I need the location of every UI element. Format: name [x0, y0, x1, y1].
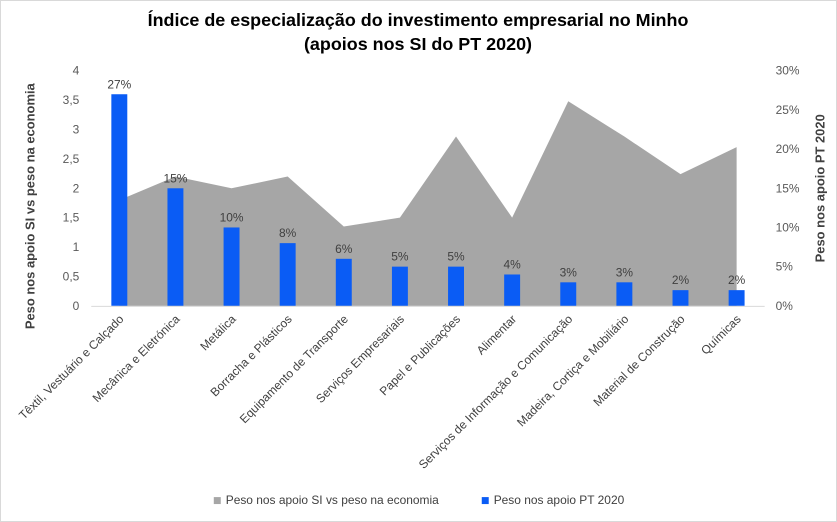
bar [616, 282, 633, 306]
bar-data-label: 3% [616, 265, 634, 279]
plot-area: 27% 15% 10% 8% 6% 5% 5% 4% 3% 3% 2% 2% [91, 77, 765, 307]
left-tick-label: 1 [73, 240, 80, 254]
left-tick-label: 3 [73, 122, 80, 136]
bar [223, 227, 240, 306]
bar [728, 290, 745, 306]
bar [111, 94, 128, 306]
bar [335, 258, 352, 306]
category-label: Alimentar [474, 312, 520, 358]
left-tick-label: 2,5 [63, 152, 80, 166]
right-tick-label: 0% [776, 299, 794, 313]
bar-data-label: 4% [504, 258, 522, 272]
category-label: Equipamento de Transporte [237, 312, 351, 426]
bar-data-label: 5% [447, 250, 465, 264]
category-label: Metálica [197, 312, 239, 354]
right-tick-label: 5% [776, 260, 794, 274]
chart-title-line2: (apoios nos SI do PT 2020) [304, 34, 532, 54]
bar-data-label: 27% [107, 77, 131, 91]
bar [167, 188, 184, 306]
legend: Peso nos apoio SI vs peso na economia Pe… [213, 493, 625, 507]
left-axis: 0 0,5 1 1,5 2 2,5 3 3,5 4 [63, 64, 80, 313]
right-tick-label: 20% [776, 142, 800, 156]
right-tick-label: 15% [776, 181, 800, 195]
bar [560, 282, 577, 306]
bar-data-label: 5% [391, 250, 409, 264]
category-label: Madeira, Cortiça e Mobiliário [514, 312, 632, 430]
area-series [119, 101, 737, 306]
bar-data-label: 3% [560, 265, 578, 279]
bar [279, 243, 296, 306]
left-tick-label: 0,5 [63, 269, 80, 283]
bar [672, 290, 689, 306]
left-tick-label: 0 [73, 299, 80, 313]
left-tick-label: 4 [73, 64, 80, 78]
right-axis: 0% 5% 10% 15% 20% 25% 30% [776, 64, 800, 313]
category-label: Material de Construção [590, 312, 687, 409]
legend-swatch-bar [481, 497, 489, 505]
left-tick-label: 3,5 [63, 93, 80, 107]
bar-data-label: 10% [220, 210, 244, 224]
category-label: Químicas [698, 312, 744, 358]
legend-label-bar: Peso nos apoio PT 2020 [494, 493, 625, 507]
left-tick-label: 1,5 [63, 211, 80, 225]
bar-data-label: 2% [728, 273, 746, 287]
chart-title-line1: Índice de especialização do investimento… [148, 9, 689, 30]
legend-label-area: Peso nos apoio SI vs peso na economia [226, 493, 439, 507]
right-tick-label: 10% [776, 220, 800, 234]
bar-data-label: 15% [163, 171, 187, 185]
legend-swatch-area [213, 497, 221, 505]
bar [504, 274, 521, 306]
bar [448, 266, 464, 306]
bar-data-label: 8% [279, 226, 297, 240]
bar [391, 266, 408, 306]
bar-data-label: 2% [672, 273, 690, 287]
left-tick-label: 2 [73, 181, 80, 195]
right-tick-label: 25% [776, 103, 800, 117]
left-axis-title: Peso nos apoio SI vs peso na economia [22, 82, 37, 329]
right-axis-title: Peso nos apoio PT 2020 [812, 114, 827, 262]
right-tick-label: 30% [776, 64, 800, 78]
bar-data-label: 6% [335, 242, 353, 256]
